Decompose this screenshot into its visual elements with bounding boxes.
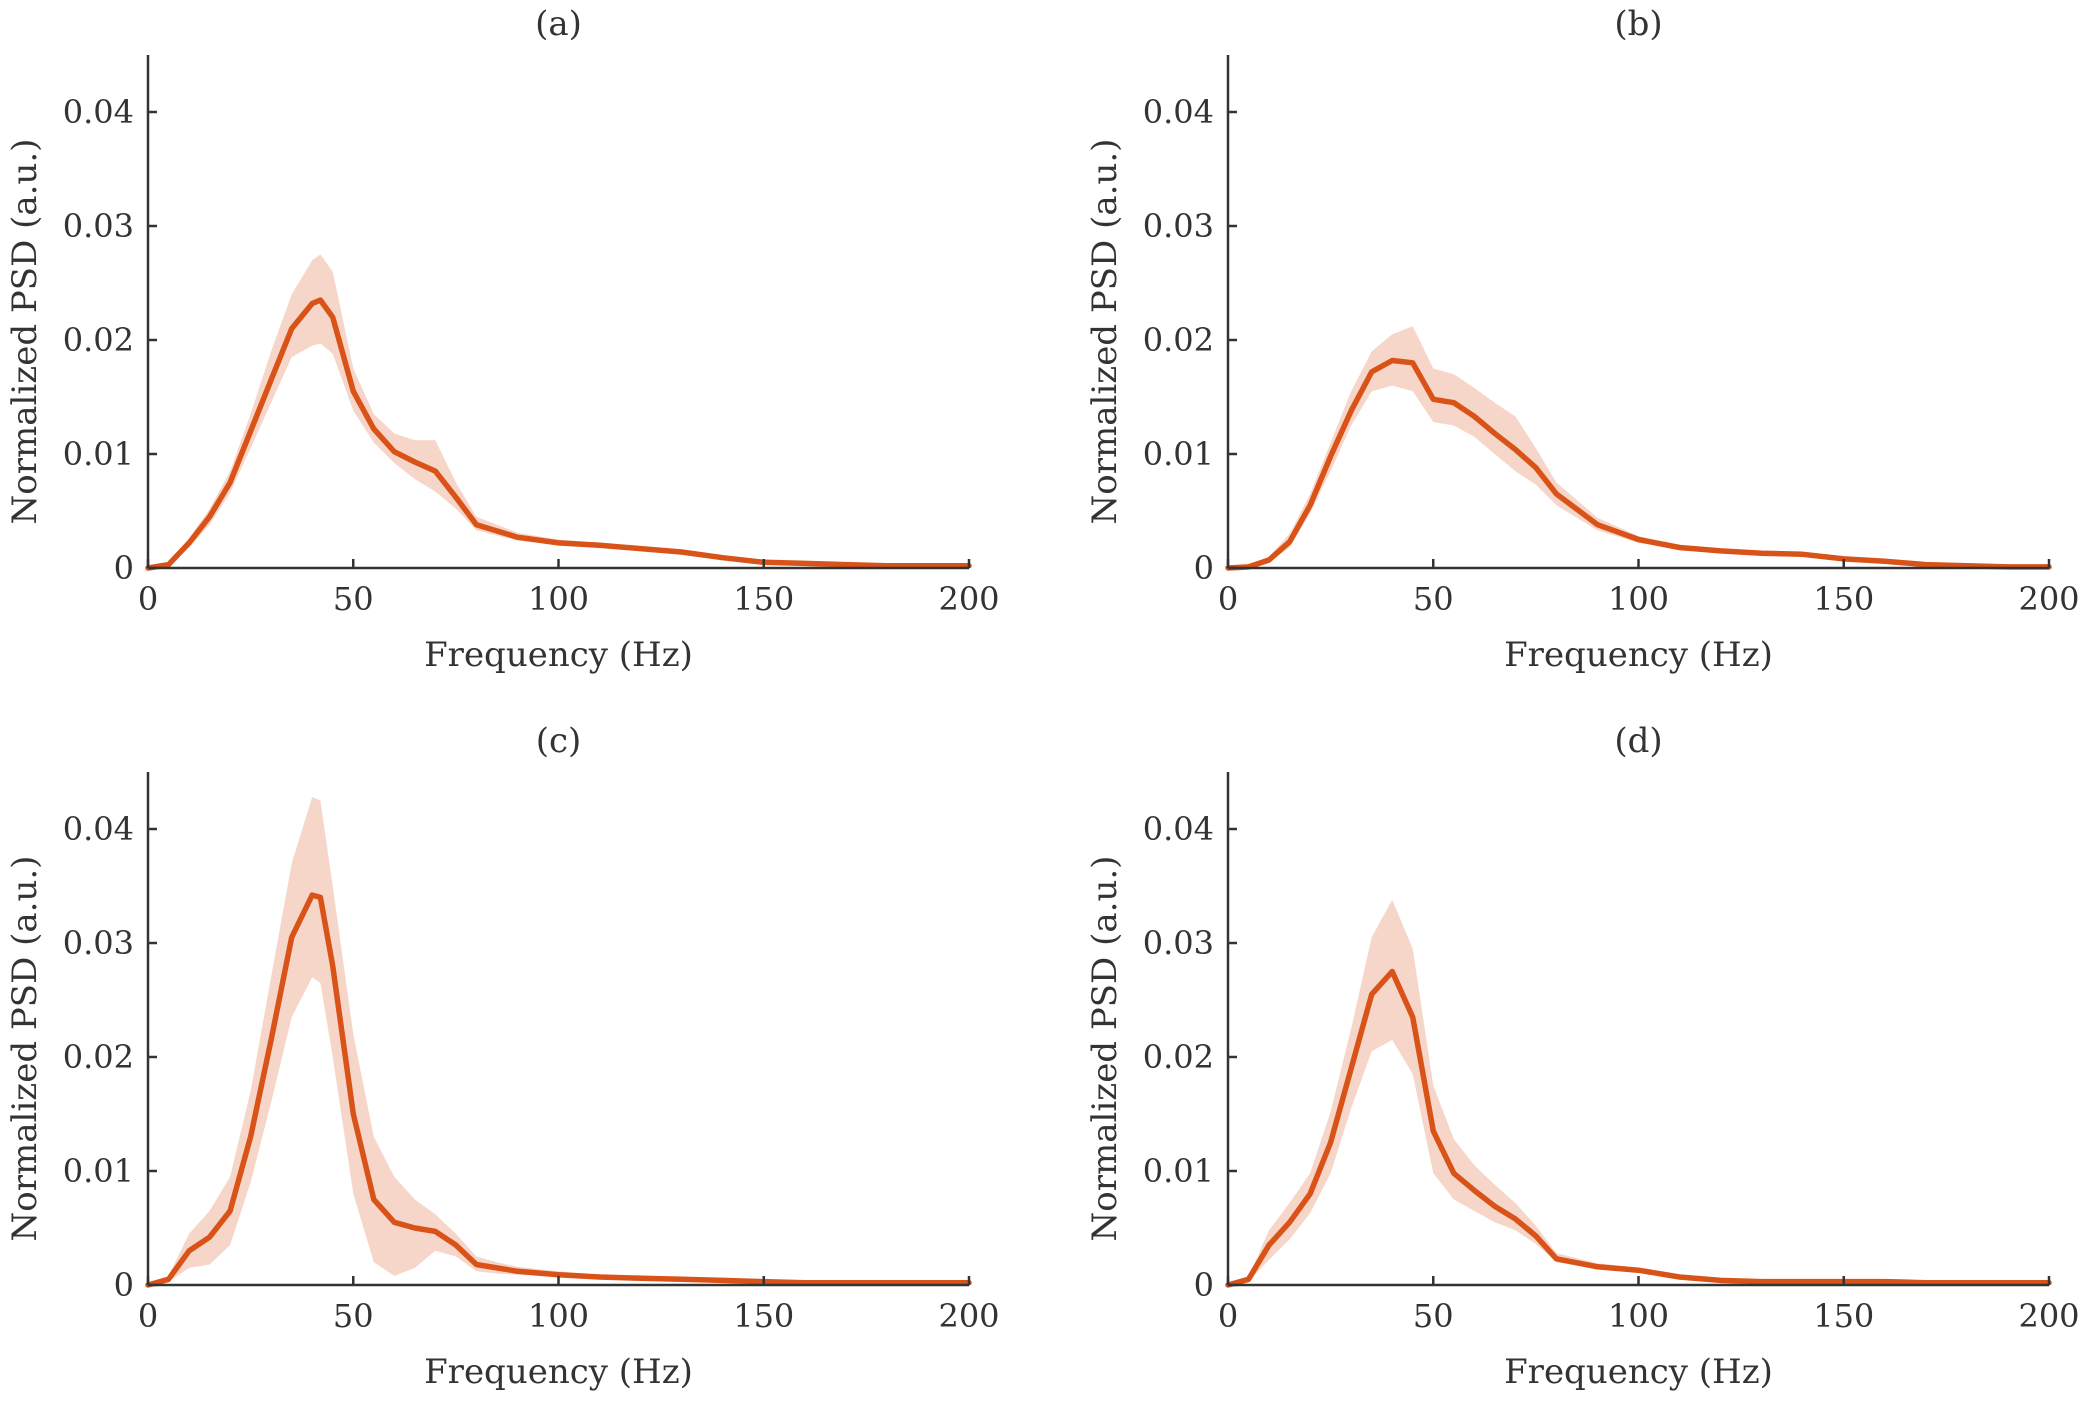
panel-a-x-tick-label: 0 <box>138 580 158 618</box>
panel-c-y-tick-label: 0.02 <box>63 1038 134 1076</box>
panel-d-x-axis-label: Frequency (Hz) <box>1504 1352 1773 1392</box>
panel-d-x-tick-label: 50 <box>1413 1297 1454 1335</box>
panel-c-y-tick-label: 0 <box>114 1266 134 1304</box>
panel-b-x-tick-label: 50 <box>1413 580 1454 618</box>
panel-a-confidence-band <box>148 254 969 568</box>
panel-c: (c) 0 50 100 150 200 0 0.01 0.02 0.03 0.04 Frequenc… <box>5 721 1000 1392</box>
panel-a-y-tick-label: 0.01 <box>63 435 134 473</box>
panel-c-x-axis-label: Frequency (Hz) <box>424 1352 693 1392</box>
panel-b-x-tick-label: 0 <box>1218 580 1238 618</box>
panel-d-confidence-band <box>1228 899 2049 1285</box>
panel-c-x-tick-label: 50 <box>333 1297 374 1335</box>
panel-c-x-tick-label: 100 <box>528 1297 589 1335</box>
panel-d-title: (d) <box>1614 721 1662 761</box>
panel-a-x-tick-label: 100 <box>528 580 589 618</box>
panel-a-y-tick-label: 0.04 <box>63 93 134 131</box>
panel-a-y-tick-label: 0 <box>114 549 134 587</box>
panel-b-x-tick-label: 200 <box>2018 580 2079 618</box>
panel-b-mean-line <box>1225 357 2052 571</box>
panel-b-y-axis-label: Normalized PSD (a.u.) <box>1085 139 1125 525</box>
panel-d-x-tick-label: 0 <box>1218 1297 1238 1335</box>
panel-d-x-tick-label: 150 <box>1813 1297 1874 1335</box>
panel-b-y-tick-label: 0.01 <box>1143 435 1214 473</box>
panel-d-x-tick-label: 200 <box>2018 1297 2079 1335</box>
panel-d-y-tick-label: 0.02 <box>1143 1038 1214 1076</box>
panel-d-y-axis-label: Normalized PSD (a.u.) <box>1085 856 1125 1242</box>
panel-a-x-axis-label: Frequency (Hz) <box>424 635 693 675</box>
panel-a-y-tick-label: 0.02 <box>63 321 134 359</box>
panel-b-x-tick-label: 150 <box>1813 580 1874 618</box>
panel-a-x-tick-label: 200 <box>938 580 999 618</box>
panel-a-x-tick-label: 150 <box>733 580 794 618</box>
panel-d: (d) 0 50 100 150 200 0 0.01 0.02 0.03 0.04 Frequenc… <box>1085 721 2080 1392</box>
panel-b-y-tick-label: 0 <box>1194 549 1214 587</box>
panel-c-x-tick-label: 150 <box>733 1297 794 1335</box>
panel-b-y-tick-label: 0.03 <box>1143 207 1214 245</box>
panel-d-y-tick-label: 0.04 <box>1143 810 1214 848</box>
panel-d-mean-line <box>1225 968 2052 1288</box>
panel-c-y-tick-label: 0.01 <box>63 1152 134 1190</box>
panel-a: (a) 0 50 100 150 200 0 0.01 0.02 0.03 0.04 Frequenc… <box>5 4 1000 675</box>
panel-b-y-tick-label: 0.04 <box>1143 93 1214 131</box>
panel-c-y-tick-label: 0.04 <box>63 810 134 848</box>
panel-d-y-tick-label: 0.03 <box>1143 924 1214 962</box>
panel-b: (b) 0 50 100 150 200 0 0.01 0.02 0.03 0.04 Frequenc… <box>1085 4 2080 675</box>
panel-b-confidence-band <box>1228 326 2049 568</box>
panel-b-x-tick-label: 100 <box>1608 580 1669 618</box>
panel-b-title: (b) <box>1614 4 1662 44</box>
panel-c-y-axis-label: Normalized PSD (a.u.) <box>5 856 45 1242</box>
panel-c-title: (c) <box>536 721 582 761</box>
panel-a-x-tick-label: 50 <box>333 580 374 618</box>
panel-c-confidence-band <box>148 797 969 1285</box>
panel-d-x-tick-label: 100 <box>1608 1297 1669 1335</box>
panel-c-x-tick-label: 200 <box>938 1297 999 1335</box>
panel-b-x-axis-label: Frequency (Hz) <box>1504 635 1773 675</box>
panel-a-title: (a) <box>535 4 582 44</box>
panel-c-x-tick-label: 0 <box>138 1297 158 1335</box>
panel-b-y-tick-label: 0.02 <box>1143 321 1214 359</box>
panel-a-y-axis-label: Normalized PSD (a.u.) <box>5 139 45 525</box>
panel-d-y-tick-label: 0.01 <box>1143 1152 1214 1190</box>
panel-d-y-tick-label: 0 <box>1194 1266 1214 1304</box>
panel-a-mean-line <box>145 297 972 571</box>
panel-a-y-tick-label: 0.03 <box>63 207 134 245</box>
panel-c-y-tick-label: 0.03 <box>63 924 134 962</box>
